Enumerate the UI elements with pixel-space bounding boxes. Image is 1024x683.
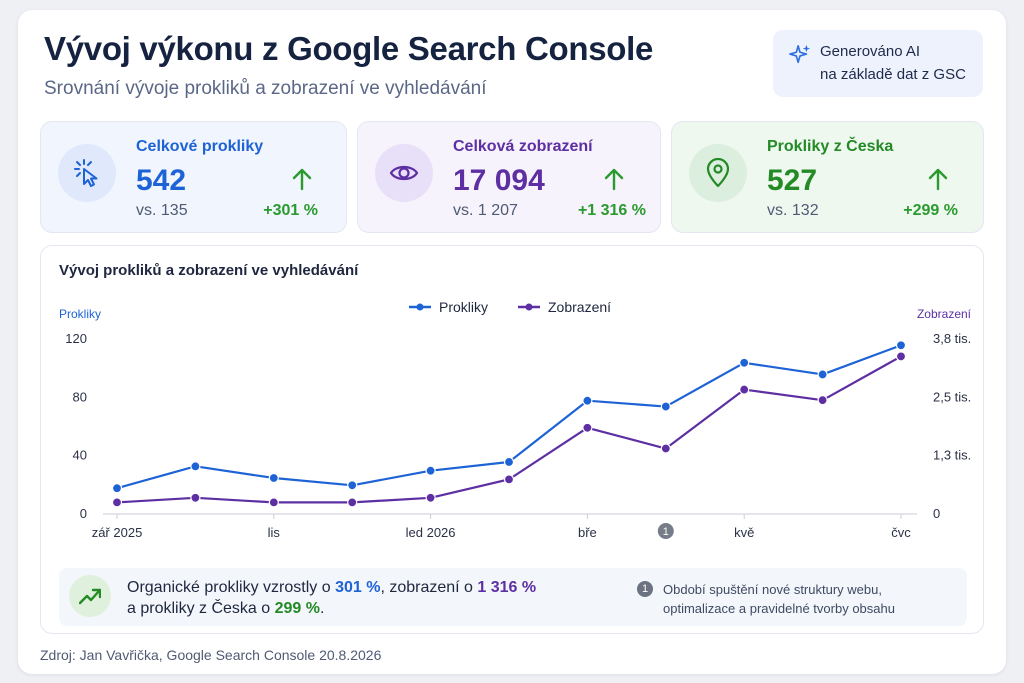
data-point <box>660 401 671 412</box>
data-point <box>895 340 907 351</box>
kpi-value: 542 <box>136 164 187 197</box>
legend-label: Zobrazení <box>548 299 611 315</box>
data-point <box>817 369 828 380</box>
y-left-tick-label: 40 <box>73 448 87 463</box>
legend-swatch-dot <box>416 303 424 311</box>
kpi-card-clicks: Celkové prokliky 542 vs. 135 +301 % <box>40 121 347 233</box>
ai-badge-title: Generováno AI <box>820 43 921 60</box>
summary-impressions: 1 316 % <box>477 579 537 596</box>
y-left-tick-label: 120 <box>65 331 87 346</box>
kpi-icon-circle <box>375 144 433 202</box>
kpi-label: Celkové prokliky <box>136 138 264 155</box>
data-point <box>503 456 515 468</box>
data-point <box>111 483 123 494</box>
summary-box: Organické prokliky vzrostly o 301 %, zob… <box>59 568 967 626</box>
data-point <box>190 492 201 503</box>
ai-badge-subtitle: na základě dat z GSC <box>820 66 966 83</box>
legend-swatch-dot <box>525 303 533 311</box>
x-tick-label: kvě <box>734 525 754 540</box>
y-right-tick-label: 2,5 tis. <box>933 389 971 404</box>
trend-icon-circle <box>69 575 111 617</box>
line-chart: Vývoj prokliků a zobrazení ve vyhledáván… <box>59 262 972 540</box>
x-tick-label: zář 2025 <box>92 525 143 540</box>
data-point <box>347 497 358 508</box>
x-tick-label: bře <box>578 525 597 540</box>
kpi-previous: vs. 132 <box>767 202 819 219</box>
chart-card: Vývoj prokliků a zobrazení ve vyhledáván… <box>40 245 984 634</box>
data-point <box>817 395 828 406</box>
y-left-tick-label: 0 <box>80 506 87 521</box>
data-point <box>739 357 750 368</box>
cursor-click-icon <box>74 159 98 187</box>
x-tick-label: lis <box>268 525 281 540</box>
kpi-value: 527 <box>767 164 818 197</box>
data-point <box>425 492 436 503</box>
y-left-tick-label: 80 <box>73 389 87 404</box>
kpi-icon-circle <box>58 144 116 202</box>
annotation-text: Období spuštění nové struktury webu, opti… <box>663 582 895 616</box>
data-point <box>268 472 279 484</box>
data-point <box>660 443 671 454</box>
kpi-label: Celková zobrazení <box>453 138 593 155</box>
kpi-label: Prokliky z Česka <box>767 138 894 155</box>
kpi-card-impressions: Celková zobrazení 17 094 vs. 1 207 +1 31… <box>357 121 661 233</box>
kpi-icon-circle <box>689 144 747 202</box>
trend-up-icon <box>79 588 101 605</box>
location-pin-icon <box>706 158 730 188</box>
kpi-previous: vs. 1 207 <box>453 202 518 219</box>
y-axis-right-label: Zobrazení <box>917 307 972 321</box>
annotation-marker-axis <box>657 523 674 539</box>
data-point <box>347 480 358 491</box>
data-point <box>895 351 907 362</box>
data-point <box>503 474 515 485</box>
annotation-marker-number: 1 <box>663 526 669 538</box>
data-point <box>190 461 201 472</box>
kpi-value: 17 094 <box>453 164 545 197</box>
arrow-up-icon <box>292 168 312 191</box>
summary-clicks: 301 % <box>335 579 381 596</box>
kpi-previous: vs. 135 <box>136 202 188 219</box>
data-point <box>582 422 593 433</box>
kpi-card-czech-clicks: Prokliky z Česka 527 vs. 132 +299 % <box>671 121 984 233</box>
kpi-change: +299 % <box>903 202 958 219</box>
eye-icon <box>389 165 419 181</box>
arrow-up-icon <box>604 168 624 191</box>
ai-generated-badge: Generováno AI na základě dat z GSC <box>773 30 983 97</box>
data-point <box>111 497 123 508</box>
arrow-up-icon <box>928 168 948 191</box>
y-right-tick-label: 1,3 tis. <box>933 448 971 463</box>
summary-czech: 299 % <box>274 600 320 617</box>
legend-label: Prokliky <box>439 299 488 315</box>
y-right-tick-label: 3,8 tis. <box>933 331 971 346</box>
page-title: Vývoj výkonu z Google Search Console <box>44 30 654 67</box>
x-tick-label: čvc <box>891 525 911 540</box>
report-page: Vývoj výkonu z Google Search Console Sro… <box>18 10 1006 674</box>
summary-text: Organické prokliky vzrostly o 301 %, zob… <box>127 579 537 617</box>
y-right-tick-label: 0 <box>933 506 940 521</box>
data-point <box>425 465 436 476</box>
data-point <box>582 395 593 406</box>
x-tick-label: led 2026 <box>406 525 456 540</box>
data-point <box>268 497 279 508</box>
source-note: Zdroj: Jan Vavřička, Google Search Conso… <box>40 647 382 663</box>
kpi-change: +301 % <box>263 202 318 219</box>
sparkle-icon <box>789 44 811 64</box>
page-subtitle: Srovnání vývoje prokliků a zobrazení ve … <box>44 78 487 99</box>
chart-title: Vývoj prokliků a zobrazení ve vyhledáván… <box>59 262 359 279</box>
kpi-change: +1 316 % <box>577 202 646 219</box>
y-axis-left-label: Prokliky <box>59 307 101 321</box>
annotation-marker: 1 <box>637 581 653 597</box>
data-point <box>739 384 750 395</box>
